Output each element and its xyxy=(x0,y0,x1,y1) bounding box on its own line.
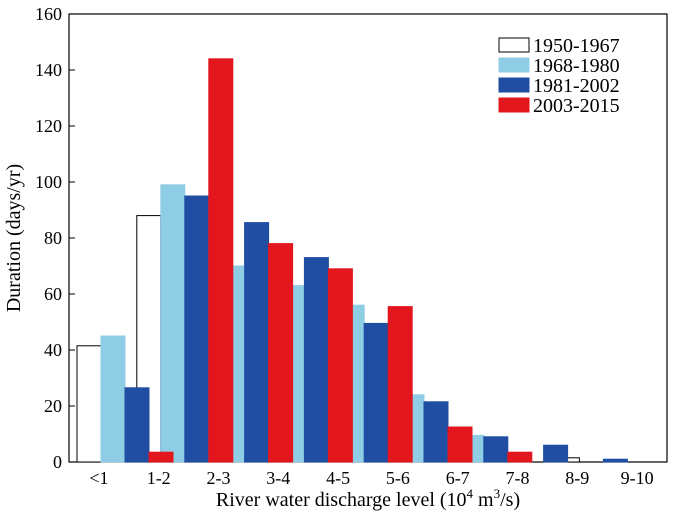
y-tick-label: 160 xyxy=(35,4,62,24)
bar xyxy=(423,401,449,463)
y-tick-label: 140 xyxy=(35,60,62,80)
y-tick-label: 80 xyxy=(44,228,62,248)
bar xyxy=(543,444,569,463)
x-tick-label: <1 xyxy=(89,468,108,488)
bar xyxy=(447,426,473,463)
bar xyxy=(303,257,329,463)
bar xyxy=(602,458,628,463)
x-tick-label: 2-3 xyxy=(207,468,231,488)
bar xyxy=(483,436,509,463)
bar xyxy=(76,345,102,463)
x-axis: <1 1-2 2-3 3-4 4-5 5-6 6-7 7-8 8-9 9-10 xyxy=(89,468,653,488)
bar xyxy=(124,387,150,463)
x-axis-label: River water discharge level (104 m3/s) xyxy=(216,486,520,511)
legend-label: 1950-1967 xyxy=(533,35,620,57)
bar xyxy=(268,243,294,463)
bar xyxy=(327,268,353,463)
legend-label: 1968-1980 xyxy=(533,55,620,77)
bars xyxy=(76,58,628,463)
legend-swatch xyxy=(498,77,530,93)
y-tick-label: 120 xyxy=(35,116,62,136)
y-axis: 0 20 40 60 80 100 120 140 160 xyxy=(35,4,75,472)
x-tick-label: 3-4 xyxy=(266,468,290,488)
x-tick-label: 6-7 xyxy=(446,468,470,488)
y-tick-label: 40 xyxy=(44,340,62,360)
y-tick-label: 60 xyxy=(44,284,62,304)
x-tick-label: 7-8 xyxy=(506,468,530,488)
bar xyxy=(363,322,389,463)
legend-swatch xyxy=(498,37,530,53)
x-tick-label: 9-10 xyxy=(621,468,654,488)
y-axis-label: Duration (days/yr) xyxy=(3,164,25,312)
y-tick-label: 20 xyxy=(44,396,62,416)
legend-swatch xyxy=(498,97,530,113)
x-tick-label: 8-9 xyxy=(565,468,589,488)
legend-swatch xyxy=(498,57,530,73)
bar xyxy=(244,222,270,463)
x-tick-label: 4-5 xyxy=(326,468,350,488)
bar xyxy=(387,306,413,463)
y-tick-label: 0 xyxy=(53,452,62,472)
bar xyxy=(148,451,174,463)
y-tick-label: 100 xyxy=(35,172,62,192)
legend-label: 2003-2015 xyxy=(533,95,620,117)
bar xyxy=(208,58,234,463)
bar xyxy=(184,195,210,463)
bar xyxy=(507,451,533,463)
bar xyxy=(160,184,186,463)
legend-label: 1981-2002 xyxy=(533,75,620,97)
x-tick-label: 5-6 xyxy=(386,468,410,488)
bar xyxy=(100,335,126,463)
x-tick-label: 1-2 xyxy=(147,468,171,488)
